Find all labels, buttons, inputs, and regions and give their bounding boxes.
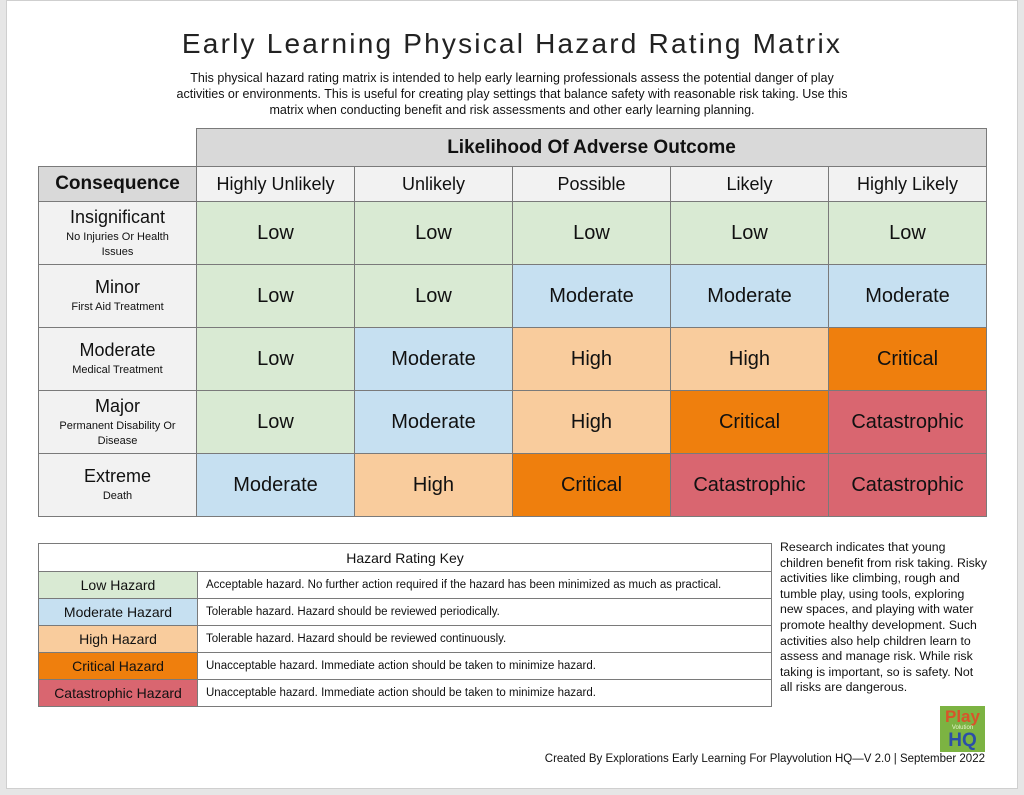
- rating-cell: High: [512, 327, 671, 391]
- rating-cell: High: [354, 453, 513, 517]
- consequence-description: Medical Treatment: [72, 364, 163, 376]
- key-description: Tolerable hazard. Hazard should be revie…: [197, 598, 772, 626]
- consequence-description: Permanent Disability Or Disease: [59, 419, 176, 447]
- rating-cell: Low: [196, 327, 355, 391]
- key-label: Critical Hazard: [38, 652, 198, 680]
- rating-cell: Moderate: [196, 453, 355, 517]
- consequence-name: Major: [94, 395, 140, 416]
- row-header: Moderate Medical Treatment: [38, 327, 197, 391]
- rating-cell: Critical: [670, 390, 829, 454]
- rating-cell: Catastrophic: [828, 453, 987, 517]
- consequence-name: Extreme: [83, 466, 152, 486]
- key-title: Hazard Rating Key: [38, 543, 772, 572]
- rating-cell: Critical: [512, 453, 671, 517]
- rating-cell: Moderate: [670, 264, 829, 328]
- rating-cell: Catastrophic: [670, 453, 829, 517]
- rating-cell: Low: [196, 201, 355, 265]
- rating-cell: Low: [512, 201, 671, 265]
- key-description: Unacceptable hazard. Immediate action sh…: [197, 679, 772, 707]
- intro-text: This physical hazard rating matrix is in…: [176, 71, 848, 117]
- key-label: High Hazard: [38, 625, 198, 653]
- likelihood-header: Likelihood Of Adverse Outcome: [196, 128, 987, 167]
- key-label: Catastrophic Hazard: [38, 679, 198, 707]
- column-header: Likely: [670, 166, 829, 202]
- column-header: Possible: [512, 166, 671, 202]
- rating-cell: High: [512, 390, 671, 454]
- consequence-header: Consequence: [38, 166, 197, 202]
- key-description: Unacceptable hazard. Immediate action sh…: [197, 652, 772, 680]
- playvolution-logo: Play Volution HQ: [940, 706, 985, 752]
- row-header: Major Permanent Disability Or Disease: [38, 390, 197, 454]
- rating-cell: Moderate: [512, 264, 671, 328]
- side-note: Research indicates that young children b…: [780, 540, 988, 695]
- rating-cell: Moderate: [354, 390, 513, 454]
- column-header: Unlikely: [354, 166, 513, 202]
- key-label: Moderate Hazard: [38, 598, 198, 626]
- consequence-description: First Aid Treatment: [71, 301, 164, 313]
- rating-cell: Moderate: [828, 264, 987, 328]
- column-header: Highly Unlikely: [196, 166, 355, 202]
- rating-cell: Low: [196, 264, 355, 328]
- key-description: Tolerable hazard. Hazard should be revie…: [197, 625, 772, 653]
- rating-cell: Low: [670, 201, 829, 265]
- row-header: Extreme Death: [38, 453, 197, 517]
- consequence-description: No Injuries Or Health Issues: [66, 230, 169, 258]
- rating-cell: Moderate: [354, 327, 513, 391]
- rating-cell: Low: [196, 390, 355, 454]
- rating-cell: Critical: [828, 327, 987, 391]
- consequence-description: Death: [102, 490, 133, 502]
- rating-cell: Low: [354, 264, 513, 328]
- key-label: Low Hazard: [38, 571, 198, 599]
- row-header: Minor First Aid Treatment: [38, 264, 197, 328]
- rating-cell: High: [670, 327, 829, 391]
- rating-cell: Low: [354, 201, 513, 265]
- rating-cell: Catastrophic: [828, 390, 987, 454]
- rating-cell: Low: [828, 201, 987, 265]
- row-header: Insignificant No Injuries Or Health Issue…: [38, 201, 197, 265]
- key-description: Acceptable hazard. No further action req…: [197, 571, 772, 599]
- consequence-name: Moderate: [79, 340, 156, 360]
- footer-credit: Created By Explorations Early Learning F…: [544, 753, 985, 765]
- consequence-name: Insignificant: [69, 206, 166, 227]
- consequence-name: Minor: [94, 277, 140, 297]
- page-title: Early Learning Physical Hazard Rating Ma…: [181, 28, 843, 59]
- column-header: Highly Likely: [828, 166, 987, 202]
- hazard-key-table: Hazard Rating Key Low Hazard Acceptable h…: [38, 543, 772, 707]
